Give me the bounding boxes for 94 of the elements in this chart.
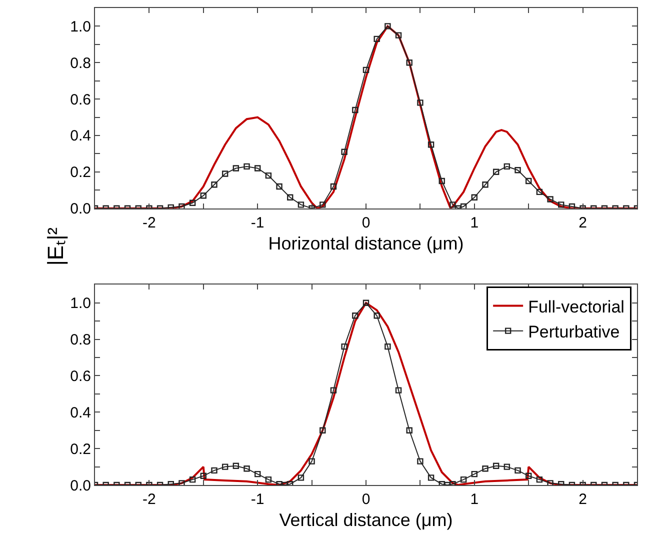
point	[460, 476, 467, 483]
point	[352, 106, 358, 114]
point	[222, 170, 228, 177]
point	[395, 32, 402, 38]
x-axis-title: Horizontal distance (μm)	[268, 233, 464, 254]
point	[482, 182, 488, 188]
point	[460, 203, 467, 208]
point	[547, 196, 554, 202]
point	[330, 387, 337, 394]
point	[244, 466, 250, 472]
point	[189, 476, 196, 483]
point	[526, 472, 532, 479]
point	[568, 203, 576, 208]
point	[352, 312, 358, 319]
point	[438, 178, 445, 184]
point	[362, 300, 370, 306]
y-tick-label: 0.4	[70, 404, 91, 422]
x-tick-label: 1	[470, 491, 479, 508]
point	[341, 343, 348, 350]
point	[417, 458, 424, 464]
x-tick-label: 0	[362, 491, 370, 508]
y-tick-label: 0.8	[70, 332, 91, 349]
point	[320, 202, 326, 208]
point	[341, 148, 348, 155]
point	[374, 312, 380, 319]
x-tick-label: -1	[250, 214, 264, 232]
y-tick-label: 0.2	[70, 440, 91, 458]
point	[558, 202, 564, 208]
point	[298, 474, 304, 481]
point	[526, 178, 532, 184]
point	[492, 168, 500, 176]
point	[514, 166, 521, 174]
point	[265, 476, 272, 483]
point	[504, 163, 510, 170]
x-tick-label: 1	[470, 214, 479, 232]
point	[320, 427, 326, 434]
x-tick-label: 0	[362, 214, 370, 232]
point	[211, 467, 218, 474]
point	[428, 142, 434, 148]
point	[178, 203, 185, 208]
point	[308, 458, 315, 464]
point	[254, 165, 261, 172]
y-tick-label: 0.0	[70, 477, 91, 494]
point	[254, 470, 261, 478]
point	[536, 188, 543, 196]
point	[232, 462, 240, 469]
legend-label: Perturbative	[528, 322, 620, 342]
point	[330, 183, 337, 190]
x-tick-label: -2	[142, 491, 156, 508]
point	[374, 36, 380, 42]
x-tick-label: 2	[578, 491, 587, 508]
y-tick-label: 0.6	[70, 91, 91, 108]
x-tick-label: 2	[578, 214, 587, 232]
point	[200, 192, 206, 199]
point	[178, 480, 185, 485]
point	[298, 202, 304, 208]
point	[504, 464, 510, 470]
point	[428, 474, 434, 481]
y-axis-title: |Eₜ|²	[42, 227, 68, 266]
point	[417, 100, 424, 106]
point	[450, 202, 456, 208]
y-tick-label: 1.0	[70, 18, 91, 36]
point	[536, 476, 543, 483]
y-tick-label: 0.4	[70, 128, 91, 145]
point	[384, 23, 391, 30]
point	[189, 200, 196, 206]
point	[211, 182, 218, 188]
point	[514, 467, 521, 474]
y-tick-label: 0.2	[70, 164, 91, 182]
y-tick-label: 1.0	[70, 295, 91, 312]
y-tick-label: 0.0	[70, 200, 91, 218]
point	[200, 472, 206, 479]
point	[362, 66, 370, 74]
y-tick-label: 0.8	[70, 54, 91, 72]
x-tick-label: -2	[142, 214, 156, 232]
point	[492, 462, 500, 469]
point	[471, 470, 478, 478]
point	[287, 194, 294, 201]
point	[395, 387, 402, 394]
point	[406, 427, 412, 434]
point	[276, 183, 282, 190]
point	[406, 60, 412, 66]
point	[244, 163, 250, 170]
point	[222, 464, 228, 470]
y-tick-label: 0.6	[70, 368, 91, 385]
x-tick-label: -1	[250, 491, 264, 508]
point	[547, 480, 554, 485]
legend-label: Full-vectorial	[528, 297, 624, 316]
point	[232, 165, 240, 172]
x-axis-title: Vertical distance (μm)	[279, 510, 453, 530]
point	[384, 343, 391, 350]
point	[471, 194, 478, 201]
point	[265, 172, 272, 179]
point	[482, 466, 488, 472]
